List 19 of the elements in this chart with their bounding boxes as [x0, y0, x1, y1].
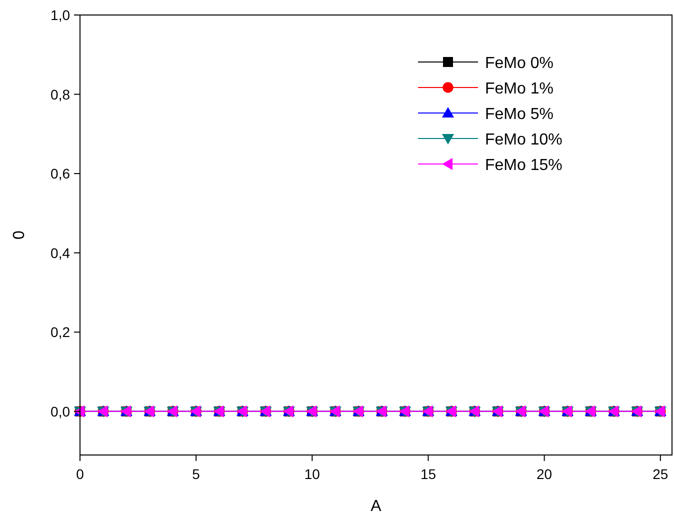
legend-label: FeMo 1%: [485, 80, 554, 98]
y-tick-label: 0,4: [50, 244, 70, 261]
legend-label: FeMo 5%: [485, 106, 554, 123]
y-tick-label: 1,0: [50, 7, 70, 23]
x-tick-label: 5: [192, 466, 200, 482]
y-axis-title: 0: [11, 230, 28, 240]
x-axis-title: A: [370, 498, 382, 515]
y-tick-label: 0,2: [50, 324, 70, 340]
y-tick-label: 0,8: [50, 86, 70, 102]
x-tick-label: 20: [536, 466, 552, 482]
x-tick-label: 10: [304, 466, 320, 482]
y-tick-label: 0,0: [50, 403, 70, 420]
legend-label: FeMo 15%: [485, 157, 562, 174]
x-tick-label: 25: [652, 466, 668, 482]
x-tick-label: 15: [420, 466, 436, 482]
x-tick-label: 0: [76, 466, 84, 482]
legend-label: FeMo 0%: [485, 55, 554, 72]
y-tick-label: 0,6: [50, 166, 70, 182]
legend-label: FeMo 10%: [485, 132, 562, 148]
